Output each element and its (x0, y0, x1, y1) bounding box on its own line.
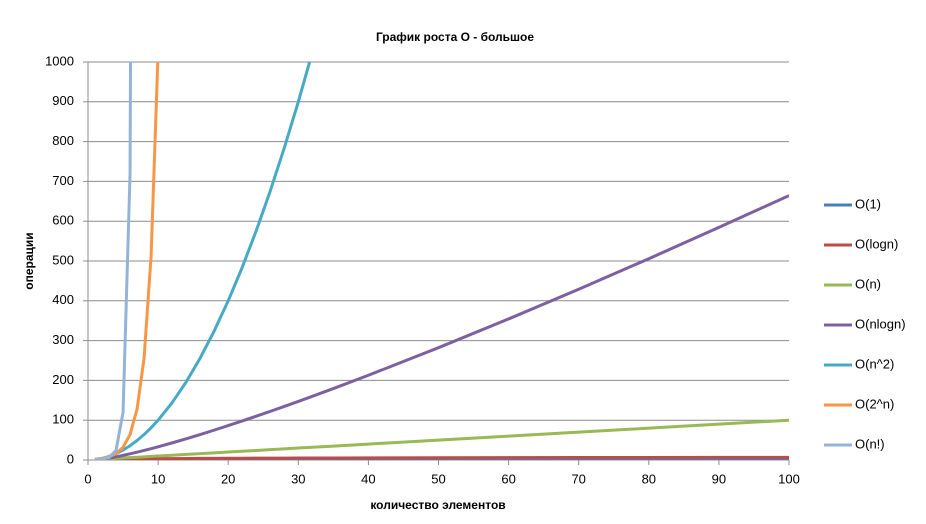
x-tick-label: 40 (361, 471, 375, 486)
x-tick-label: 80 (642, 471, 656, 486)
x-tick-label: 70 (571, 471, 585, 486)
y-tick-label: 500 (52, 252, 74, 267)
x-tick-label: 10 (151, 471, 165, 486)
x-tick-label: 60 (501, 471, 515, 486)
x-tick-label: 20 (221, 471, 235, 486)
legend-label: O(n!) (855, 436, 885, 451)
x-tick-label: 100 (778, 471, 800, 486)
legend-label: O(n) (855, 276, 881, 291)
y-tick-label: 200 (52, 372, 74, 387)
legend-label: O(nlogn) (855, 316, 906, 331)
legend-label: O(1) (855, 196, 881, 211)
series-line (94, 194, 789, 460)
x-tick-label: 50 (431, 471, 445, 486)
y-tick-label: 700 (52, 173, 74, 188)
legend-label: O(logn) (855, 236, 898, 251)
y-tick-label: 900 (52, 93, 74, 108)
plot-area (94, 62, 789, 460)
x-tick-label: 0 (84, 471, 91, 486)
series-line (94, 418, 789, 460)
legend: O(1) O(logn) O(n) O(nlogn) O(n^2) O(2^n) O(n!) (824, 196, 906, 451)
x-tick-label: 90 (712, 471, 726, 486)
y-tick-label: 100 (52, 412, 74, 427)
x-axis-label: количество элементов (370, 498, 505, 512)
chart-title: График роста O - большое (376, 30, 534, 44)
y-axis-label: операции (22, 232, 36, 289)
y-tick-label: 800 (52, 133, 74, 148)
y-tick-label: 1000 (45, 53, 74, 68)
x-tick-label: 30 (291, 471, 305, 486)
y-tick-label: 300 (52, 332, 74, 347)
y-tick-label: 400 (52, 292, 74, 307)
legend-label: O(2^n) (855, 396, 894, 411)
y-tick-label: 0 (67, 451, 74, 466)
legend-label: O(n^2) (855, 356, 894, 371)
y-tick-label: 600 (52, 213, 74, 228)
series-line (94, 62, 133, 460)
series-line (94, 62, 160, 460)
